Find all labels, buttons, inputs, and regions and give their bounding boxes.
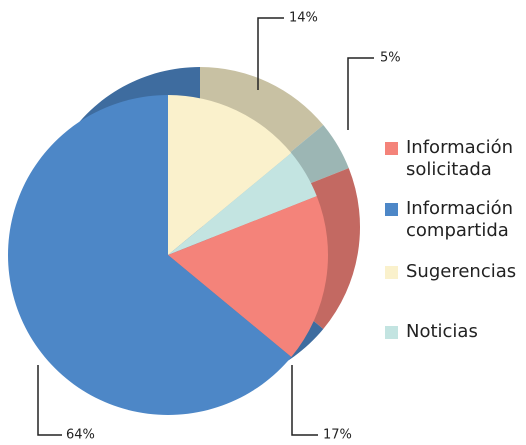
- leader-line: [257, 17, 284, 90]
- legend-swatch: [385, 142, 398, 155]
- legend-label: Información solicitada: [406, 137, 514, 180]
- slice: [168, 153, 317, 255]
- legend-item: Información solicitada: [385, 137, 526, 181]
- leader-line: [347, 57, 374, 130]
- legend-swatch: [385, 266, 398, 279]
- value-label: 14%: [289, 11, 318, 26]
- leader-line: [37, 365, 62, 436]
- legend-swatch: [385, 326, 398, 339]
- value-label: 17%: [323, 428, 352, 443]
- legend-item: Noticias: [385, 321, 526, 343]
- leader-line: [291, 365, 318, 436]
- legend-item: Información compartida: [385, 198, 526, 242]
- legend-swatch: [385, 203, 398, 216]
- value-label: 5%: [380, 51, 401, 66]
- legend-label: Sugerencias: [406, 261, 517, 282]
- slice: [168, 196, 328, 357]
- slice: [7, 95, 292, 415]
- legend-item: Sugerencias: [385, 261, 526, 283]
- legend-label: Noticias: [406, 321, 478, 342]
- legend-label: Información compartida: [406, 198, 514, 241]
- value-label: 64%: [66, 428, 95, 443]
- slice: [168, 95, 292, 255]
